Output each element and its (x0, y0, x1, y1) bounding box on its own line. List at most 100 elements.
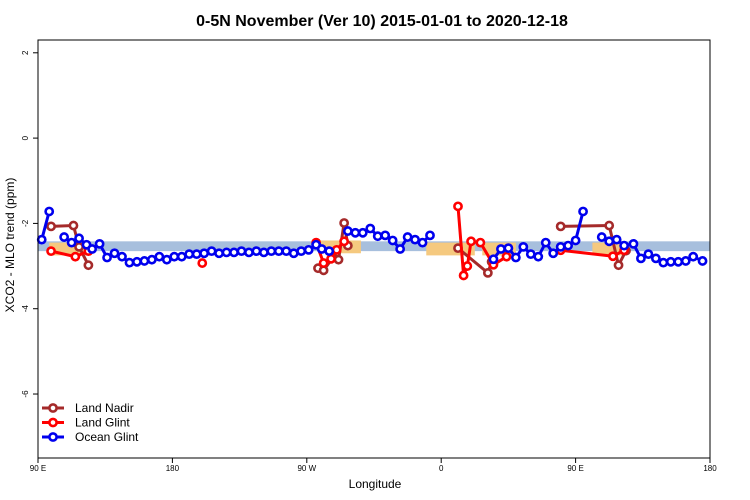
data-point-land-glint (331, 244, 342, 255)
data-point-ocean-glint (628, 238, 639, 249)
data-point-ocean-glint (176, 251, 187, 262)
data-point-ocean-glint (673, 256, 684, 267)
legend-label-ocean-glint: Ocean Glint (75, 430, 139, 444)
data-point-land-nadir (83, 260, 94, 271)
y-tick-label: -6 (21, 390, 30, 398)
data-point-ocean-glint (273, 246, 284, 257)
data-point-ocean-glint (184, 249, 195, 260)
data-point-ocean-glint (102, 252, 112, 263)
data-point-ocean-glint (357, 227, 368, 238)
data-point-ocean-glint (402, 232, 413, 242)
data-point-ocean-glint (169, 251, 180, 262)
data-point-land-nadir (68, 220, 79, 231)
data-point-land-glint (475, 237, 486, 248)
data-point-land-nadir (604, 220, 615, 231)
data-point-land-nadir (482, 267, 493, 278)
data-point-ocean-glint (251, 246, 262, 257)
data-point-ocean-glint (324, 246, 335, 257)
data-point-ocean-glint (146, 254, 157, 265)
x-tick-label: 0 (439, 464, 444, 473)
y-axis-label: XCO2 - MLO trend (ppm) (3, 178, 17, 313)
data-point-ocean-glint (117, 251, 127, 262)
data-point-ocean-glint (596, 232, 607, 242)
data-point-ocean-glint (680, 256, 691, 266)
data-point-land-glint (466, 236, 476, 247)
data-point-ocean-glint (229, 247, 239, 258)
legend-marker-land-glint (48, 417, 58, 428)
data-point-land-glint (453, 201, 463, 212)
data-point-ocean-glint (316, 244, 327, 254)
data-point-ocean-glint (555, 241, 566, 252)
data-point-ocean-glint (540, 237, 551, 248)
x-axis: 90 E 180 90 W 0 90 E 180 (30, 458, 717, 473)
data-point-ocean-glint (59, 232, 70, 242)
data-point-land-glint (458, 270, 469, 281)
data-point-ocean-glint (604, 236, 615, 247)
data-point-ocean-glint (221, 247, 232, 258)
x-axis-label: Longitude (349, 477, 402, 491)
data-point-ocean-glint (503, 243, 514, 254)
data-point-ocean-glint (548, 248, 559, 259)
data-point-ocean-glint (570, 235, 581, 246)
data-point-ocean-glint (525, 249, 536, 260)
data-point-land-nadir (74, 241, 84, 252)
y-axis: 2 0 -2 -4 -6 (21, 50, 38, 398)
data-point-ocean-glint (296, 246, 307, 257)
data-point-land-glint (197, 258, 208, 268)
data-point-ocean-glint (139, 256, 150, 266)
data-point-ocean-glint (488, 254, 499, 265)
data-point-land-nadir (555, 221, 566, 232)
data-point-ocean-glint (425, 230, 435, 241)
data-point-ocean-glint (578, 206, 588, 217)
x-tick-label: 90 W (297, 464, 316, 473)
data-point-ocean-glint (380, 230, 391, 241)
data-point-ocean-glint (244, 247, 254, 258)
data-point-ocean-glint (643, 249, 654, 260)
data-point-ocean-glint (533, 251, 544, 262)
data-point-ocean-glint (518, 241, 529, 252)
data-point-ocean-glint (365, 223, 376, 234)
data-point-land-glint (46, 246, 56, 257)
data-point-ocean-glint (258, 247, 269, 258)
legend-label-land-glint: Land Glint (75, 416, 130, 430)
data-point-ocean-glint (66, 237, 77, 248)
data-point-ocean-glint (36, 234, 47, 245)
data-point-ocean-glint (697, 256, 708, 266)
data-point-land-nadir (333, 254, 344, 265)
data-point-ocean-glint (236, 246, 247, 257)
data-point-ocean-glint (395, 244, 406, 254)
y-tick-label: -2 (21, 219, 30, 227)
legend-marker-ocean-glint (48, 432, 58, 442)
data-point-land-glint (608, 251, 618, 262)
data-point-ocean-glint (650, 253, 661, 264)
data-point-ocean-glint (303, 244, 314, 255)
y-tick-label: 0 (21, 135, 30, 140)
data-point-ocean-glint (288, 248, 299, 259)
y-tick-label: -4 (21, 305, 30, 313)
data-point-ocean-glint (132, 256, 142, 267)
data-point-ocean-glint (563, 240, 574, 251)
data-point-ocean-glint (658, 257, 669, 268)
x-tick-label: 180 (166, 464, 180, 473)
data-point-ocean-glint (688, 251, 699, 262)
data-point-ocean-glint (44, 206, 55, 217)
x-tick-label: 90 E (30, 464, 46, 473)
data-point-land-nadir (339, 218, 350, 228)
data-point-land-glint (501, 251, 512, 262)
data-point-ocean-glint (342, 226, 353, 236)
data-point-land-glint (318, 258, 329, 268)
data-point-ocean-glint (510, 252, 521, 263)
data-point-ocean-glint (191, 249, 202, 260)
data-point-land-glint (70, 251, 81, 262)
data-point-land-nadir (613, 260, 624, 271)
y-tick-label: 2 (21, 50, 30, 55)
band-ocean-0 (38, 241, 710, 252)
data-point-ocean-glint (619, 240, 630, 251)
series-ocean-glint (36, 206, 708, 268)
data-point-ocean-glint (665, 256, 676, 267)
data-point-ocean-glint (417, 237, 428, 248)
series-land-glint (46, 201, 630, 281)
x-tick-label: 180 (703, 464, 717, 473)
